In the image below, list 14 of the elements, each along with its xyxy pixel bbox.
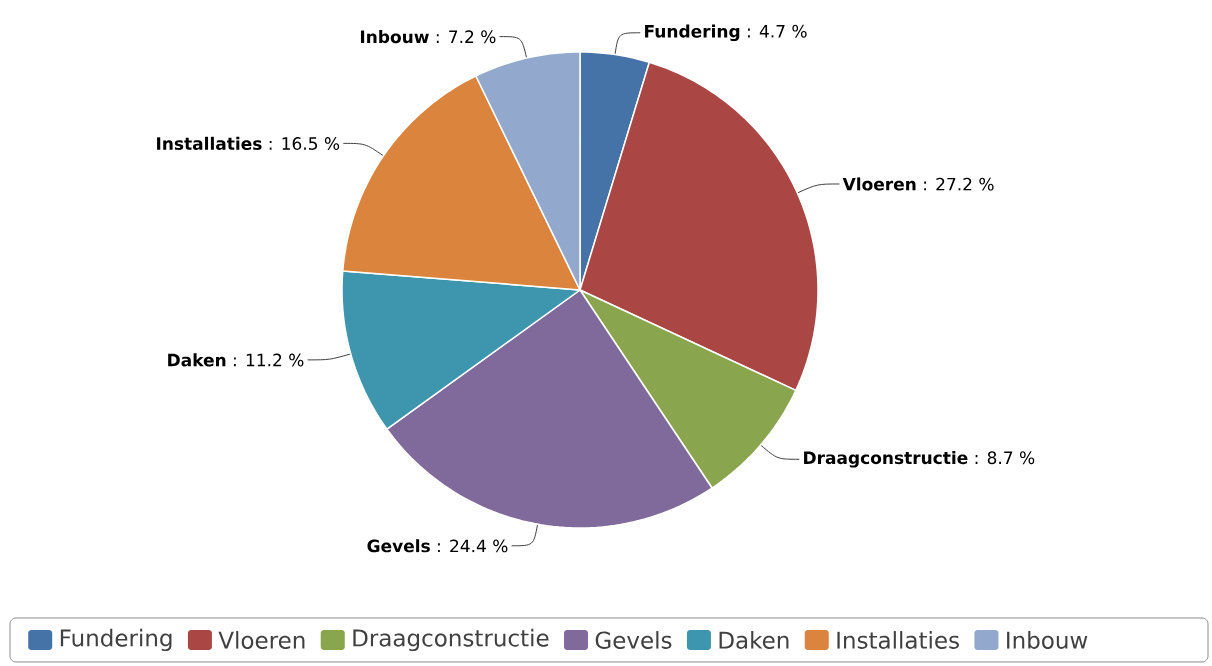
legend-label: Installaties bbox=[837, 631, 959, 649]
data-label: Inbouw : 7.2 % bbox=[360, 30, 496, 44]
legend-label: Draagconstructie bbox=[353, 628, 549, 652]
data-label: Installaties : 16.5 % bbox=[157, 136, 340, 150]
data-label: Vloeren : 27.2 % bbox=[842, 177, 994, 191]
legend-label: Daken bbox=[719, 631, 789, 649]
data-label: Gevels : 24.4 % bbox=[367, 539, 508, 553]
data-label: Daken : 11.2 % bbox=[168, 353, 304, 367]
legend-label: Vloeren bbox=[218, 631, 305, 649]
data-label: Fundering : 4.7 % bbox=[645, 24, 807, 42]
legend-label: Gevels bbox=[595, 631, 672, 649]
legend-label: Fundering bbox=[60, 628, 172, 652]
data-label: Draagconstructie : 8.7 % bbox=[804, 450, 1035, 468]
legend-label: Inbouw bbox=[1007, 631, 1088, 649]
